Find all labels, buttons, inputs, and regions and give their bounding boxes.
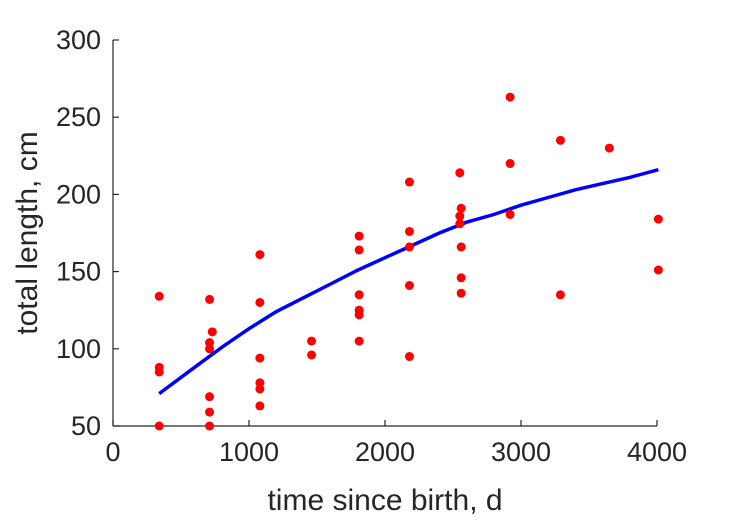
data-point xyxy=(505,92,515,102)
data-point xyxy=(455,211,465,221)
data-point xyxy=(154,421,164,431)
data-point xyxy=(555,290,565,300)
data-point xyxy=(505,159,515,169)
data-point xyxy=(255,384,265,394)
data-point xyxy=(404,177,414,187)
data-point xyxy=(205,344,215,354)
data-point xyxy=(255,353,265,363)
data-point xyxy=(354,231,364,241)
data-point xyxy=(154,367,164,377)
data-point xyxy=(653,214,663,224)
x-tick-label: 3000 xyxy=(491,437,551,467)
data-point xyxy=(456,288,466,298)
data-point xyxy=(505,209,515,219)
data-point xyxy=(404,242,414,252)
x-tick-label: 4000 xyxy=(627,437,687,467)
y-axis-ticks: 50 100 150 200 250 300 xyxy=(56,25,119,441)
data-point xyxy=(255,401,265,411)
data-point xyxy=(456,242,466,252)
data-point xyxy=(307,336,317,346)
data-point xyxy=(255,250,265,260)
data-point xyxy=(205,338,215,348)
x-tick-label: 2000 xyxy=(355,437,415,467)
data-point xyxy=(404,280,414,290)
data-point xyxy=(455,219,465,229)
data-point xyxy=(404,352,414,362)
data-point xyxy=(255,297,265,307)
data-point xyxy=(354,290,364,300)
data-point xyxy=(307,350,317,360)
y-axis-label: total length, cm xyxy=(11,131,44,334)
y-tick-label: 250 xyxy=(56,102,101,132)
data-point xyxy=(354,245,364,255)
data-point xyxy=(154,291,164,301)
data-point xyxy=(455,168,465,178)
x-axis-ticks: 0 1000 2000 3000 4000 xyxy=(105,420,687,467)
data-point xyxy=(255,378,265,388)
y-tick-label: 150 xyxy=(56,257,101,287)
data-point xyxy=(555,135,565,145)
data-point xyxy=(205,407,215,417)
data-point xyxy=(354,336,364,346)
x-tick-label: 0 xyxy=(105,437,120,467)
data-point xyxy=(653,265,663,275)
data-point xyxy=(205,421,215,431)
data-point xyxy=(207,327,217,337)
y-tick-label: 300 xyxy=(56,25,101,55)
data-point xyxy=(404,226,414,236)
data-point xyxy=(205,392,215,402)
x-tick-label: 1000 xyxy=(219,437,279,467)
data-point xyxy=(456,273,466,283)
y-tick-label: 100 xyxy=(56,334,101,364)
x-axis-label: time since birth, d xyxy=(267,484,502,517)
data-point xyxy=(604,143,614,153)
data-point xyxy=(456,203,466,213)
data-point xyxy=(354,310,364,320)
y-tick-label: 200 xyxy=(56,179,101,209)
y-tick-label: 50 xyxy=(71,411,101,441)
data-point xyxy=(205,294,215,304)
data-points xyxy=(154,92,663,431)
